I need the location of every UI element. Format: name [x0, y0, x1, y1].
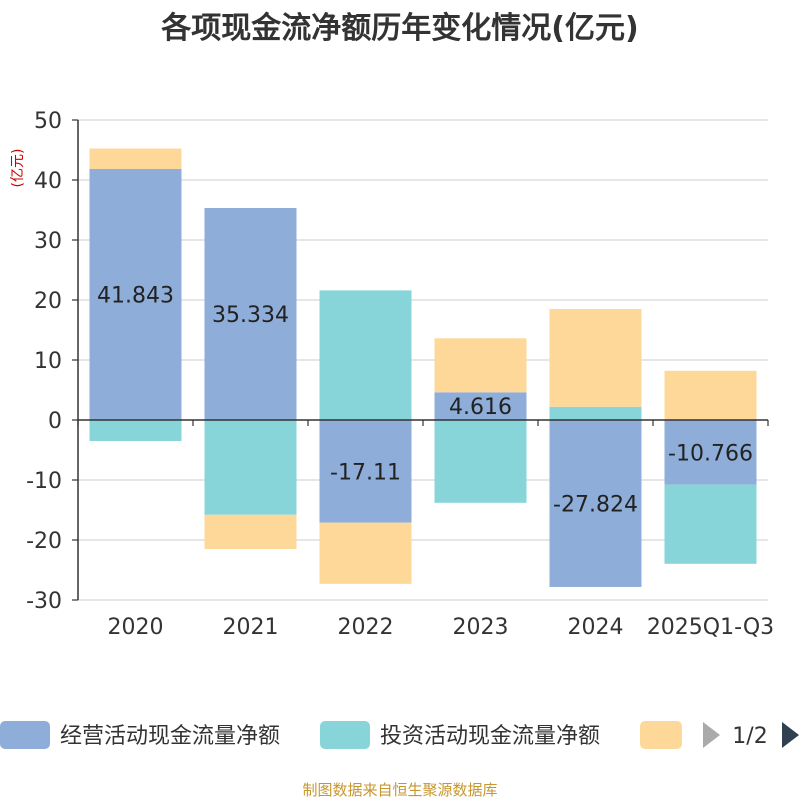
grid-lines — [78, 119, 768, 601]
x-tick-label: 2021 — [223, 615, 279, 640]
legend-page-indicator: 1/2 — [732, 724, 767, 749]
legend-swatch-financing[interactable] — [640, 721, 682, 749]
bar-series-0-5[interactable] — [664, 420, 757, 485]
y-tick-label: 30 — [34, 229, 62, 254]
legend-prev-page-icon[interactable] — [703, 722, 720, 748]
bar-series-1-1[interactable] — [204, 420, 297, 515]
bar-series-0-2[interactable] — [319, 420, 412, 523]
bar-series-2-2[interactable] — [319, 522, 412, 584]
y-tick-label: 50 — [34, 109, 62, 134]
bar-series-1-0[interactable] — [89, 420, 182, 441]
x-tick-label: 2024 — [568, 615, 624, 640]
bar-series-0-4[interactable] — [549, 420, 642, 587]
y-tick-label: 0 — [48, 409, 62, 434]
bar-series-1-5[interactable] — [664, 484, 757, 564]
x-tick-label: 2022 — [338, 615, 394, 640]
data-label: 35.334 — [212, 303, 289, 328]
bar-series-0-3[interactable] — [434, 392, 527, 420]
x-tick-label: 2020 — [108, 615, 164, 640]
bar-series-2-1[interactable] — [204, 514, 297, 549]
bar-series-0-0[interactable] — [89, 168, 182, 420]
bar-series-2-4[interactable] — [549, 309, 642, 407]
x-tick-label: 2023 — [453, 615, 509, 640]
bar-series-0-1[interactable] — [204, 207, 297, 420]
bar-series-2-0[interactable] — [89, 148, 182, 169]
bar-series-1-2[interactable] — [319, 290, 412, 420]
axes — [72, 119, 769, 601]
legend-swatch-investing[interactable] — [320, 721, 370, 749]
x-tick-label: 2025Q1-Q3 — [647, 615, 774, 640]
bar-series-1-4[interactable] — [549, 406, 642, 420]
legend-label-operating[interactable]: 经营活动现金流量净额 — [60, 724, 280, 749]
bar-series-2-3[interactable] — [434, 338, 527, 393]
legend-label-investing[interactable]: 投资活动现金流量净额 — [380, 724, 600, 749]
legend-next-page-icon[interactable] — [782, 722, 799, 748]
y-tick-label: 40 — [34, 169, 62, 194]
y-tick-labels: 50 40 30 20 10 0 -10 -20 -30 — [26, 109, 62, 614]
data-label: 41.843 — [97, 283, 174, 308]
y-axis-unit-label: (亿元) — [10, 149, 26, 188]
y-tick-label: -30 — [26, 589, 62, 614]
bars — [89, 148, 757, 587]
data-label: -10.766 — [668, 441, 753, 466]
data-label: 4.616 — [449, 395, 512, 420]
legend-swatch-operating[interactable] — [0, 721, 50, 749]
y-tick-label: -10 — [26, 469, 62, 494]
data-labels: 41.843 35.334 -17.11 4.616 -27.824 -10.766 — [97, 283, 753, 517]
y-tick-label: 20 — [34, 289, 62, 314]
data-label: -17.11 — [330, 460, 401, 485]
bar-series-2-5[interactable] — [664, 370, 757, 420]
bar-series-1-3[interactable] — [434, 420, 527, 503]
y-tick-label: 10 — [34, 349, 62, 374]
data-label: -27.824 — [553, 492, 638, 517]
x-tick-labels: 2020 2021 2022 2023 2024 2025Q1-Q3 — [108, 615, 775, 640]
chart-title: 各项现金流净额历年变化情况(亿元) — [160, 11, 638, 46]
y-tick-label: -20 — [26, 529, 62, 554]
legend: 经营活动现金流量净额 投资活动现金流量净额 1/2 — [0, 721, 799, 749]
source-note: 制图数据来自恒生聚源数据库 — [302, 781, 497, 799]
